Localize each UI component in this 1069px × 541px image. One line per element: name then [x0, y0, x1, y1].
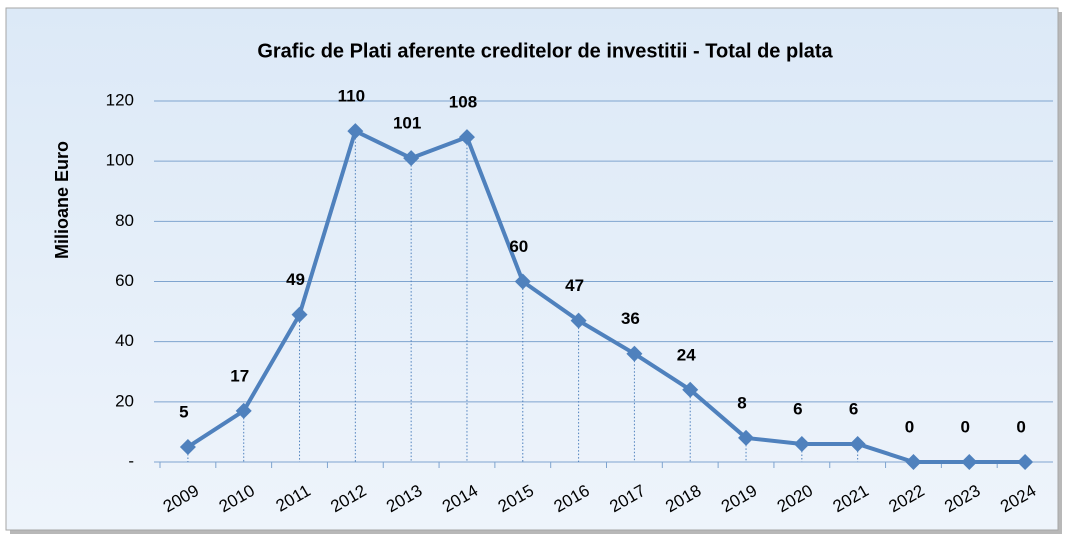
data-label: 49	[286, 270, 305, 289]
marker	[235, 402, 252, 419]
series-line	[186, 129, 1026, 464]
y-tick-label: 80	[115, 211, 134, 230]
marker	[179, 438, 196, 455]
data-label: 8	[737, 393, 746, 412]
marker	[849, 435, 866, 452]
marker	[1017, 454, 1034, 470]
marker	[738, 429, 755, 446]
data-label: 24	[677, 345, 696, 364]
data-label: 0	[1016, 417, 1025, 436]
marker	[291, 306, 308, 323]
data-label: 101	[393, 114, 421, 133]
y-tick-label: 120	[106, 90, 134, 109]
y-tick-label: 20	[115, 391, 134, 410]
marker	[626, 345, 643, 362]
frame	[5, 7, 1059, 531]
marker	[458, 129, 475, 146]
data-label: 36	[621, 309, 640, 328]
marker	[570, 312, 587, 329]
marker	[682, 381, 699, 398]
data-label: 108	[449, 93, 477, 112]
marker	[403, 150, 420, 167]
marker	[793, 435, 810, 452]
data-label: 110	[338, 87, 365, 106]
marker	[961, 454, 978, 470]
data-label: 6	[849, 399, 858, 418]
y-tick-label: 60	[115, 271, 134, 290]
marker	[514, 273, 531, 290]
data-label: 17	[230, 366, 249, 385]
y-tick-label: 100	[106, 151, 134, 170]
y-tick-label: -	[128, 451, 134, 470]
data-label: 60	[509, 237, 528, 256]
data-label: 6	[793, 399, 802, 418]
chart-title: Grafic de Plati aferente creditelor de i…	[257, 40, 833, 62]
y-axis-title: Milioane Euro	[52, 141, 72, 259]
data-label: 0	[961, 417, 970, 436]
data-label: 0	[905, 417, 914, 436]
data-label: 5	[179, 402, 188, 421]
marker	[905, 454, 922, 470]
data-label: 47	[565, 276, 584, 295]
y-tick-label: 40	[115, 331, 134, 350]
marker	[347, 123, 364, 140]
